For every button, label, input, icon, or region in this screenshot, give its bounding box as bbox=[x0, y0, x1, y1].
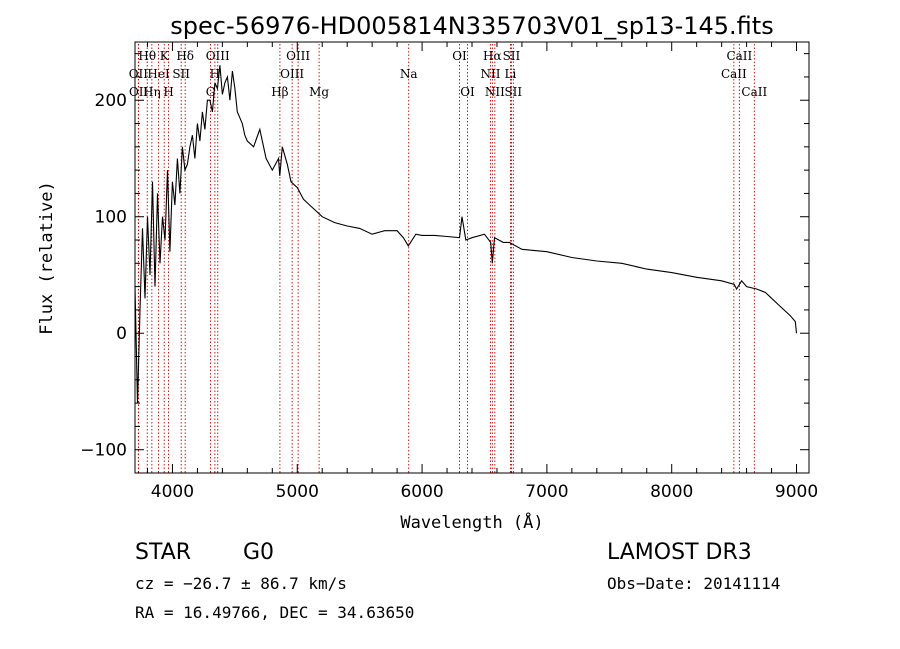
x-axis-label: Wavelength (Å) bbox=[400, 511, 543, 533]
line-label-SII: SII bbox=[172, 67, 190, 81]
line-label-Na: Na bbox=[400, 67, 418, 81]
line-label-NII: NII bbox=[485, 85, 505, 99]
plot-frame bbox=[134, 41, 810, 474]
line-label-H: H bbox=[163, 85, 173, 99]
line-label-Hδ: Hδ bbox=[176, 49, 194, 63]
redshift-velocity: cz = −26.7 ± 86.7 km/s bbox=[135, 574, 347, 593]
line-label-CaII: CaII bbox=[741, 85, 767, 99]
x-tick-label: 4000 bbox=[151, 482, 194, 502]
x-tick-label: 5000 bbox=[276, 482, 319, 502]
line-label-OII: OII bbox=[129, 67, 149, 81]
x-tick-label: 8000 bbox=[650, 482, 693, 502]
line-label-OIII: OIII bbox=[206, 49, 230, 63]
flux-series-line bbox=[134, 65, 798, 404]
y-tick-label: 100 bbox=[95, 208, 127, 228]
line-label-G: G bbox=[206, 85, 216, 99]
x-tick-label: 6000 bbox=[400, 482, 443, 502]
line-label-OII: OII bbox=[129, 85, 149, 99]
line-label-Hθ: Hθ bbox=[138, 49, 156, 63]
line-label-Li: Li bbox=[505, 67, 517, 81]
y-axis-label: Flux (relative) bbox=[37, 181, 57, 335]
survey-name: LAMOST DR3 bbox=[607, 540, 752, 565]
line-label-OIII: OIII bbox=[280, 67, 304, 81]
observation-date: Obs−Date: 20141114 bbox=[607, 574, 781, 593]
line-label-K: K bbox=[160, 49, 170, 63]
line-label-OI: OI bbox=[460, 85, 475, 99]
line-label-CaII: CaII bbox=[726, 49, 752, 63]
line-label-Mg: Mg bbox=[309, 85, 329, 99]
y-tick-label: −100 bbox=[80, 441, 127, 461]
line-label-Hβ: Hβ bbox=[271, 85, 288, 99]
chart-title: spec-56976-HD005814N335703V01_sp13-145.f… bbox=[170, 12, 773, 40]
coordinates: RA = 16.49766, DEC = 34.63650 bbox=[135, 603, 415, 622]
line-label-NII: NII bbox=[480, 67, 500, 81]
line-label-SII: SII bbox=[504, 85, 522, 99]
y-tick-label: 0 bbox=[116, 324, 127, 344]
object-class: STAR bbox=[135, 540, 192, 565]
line-label-OI: OI bbox=[452, 49, 467, 63]
y-tick-label: 200 bbox=[95, 91, 127, 111]
axes: 4000 5000 6000 7000 8000 9000 −100 0 100 200 bbox=[80, 42, 818, 502]
line-label-Hα: Hα bbox=[483, 49, 502, 63]
x-tick-label: 9000 bbox=[775, 482, 818, 502]
line-label-Hη: Hη bbox=[143, 85, 161, 99]
line-label-H: H bbox=[210, 67, 220, 81]
x-tick-label: 7000 bbox=[525, 482, 568, 502]
object-subclass: G0 bbox=[243, 540, 275, 565]
spectral-line-markers bbox=[137, 44, 755, 473]
line-label-OIII: OIII bbox=[286, 49, 310, 63]
line-label-HeI: HeI bbox=[147, 67, 170, 81]
line-label-CaII: CaII bbox=[721, 67, 747, 81]
line-label-SII: SII bbox=[503, 49, 521, 63]
